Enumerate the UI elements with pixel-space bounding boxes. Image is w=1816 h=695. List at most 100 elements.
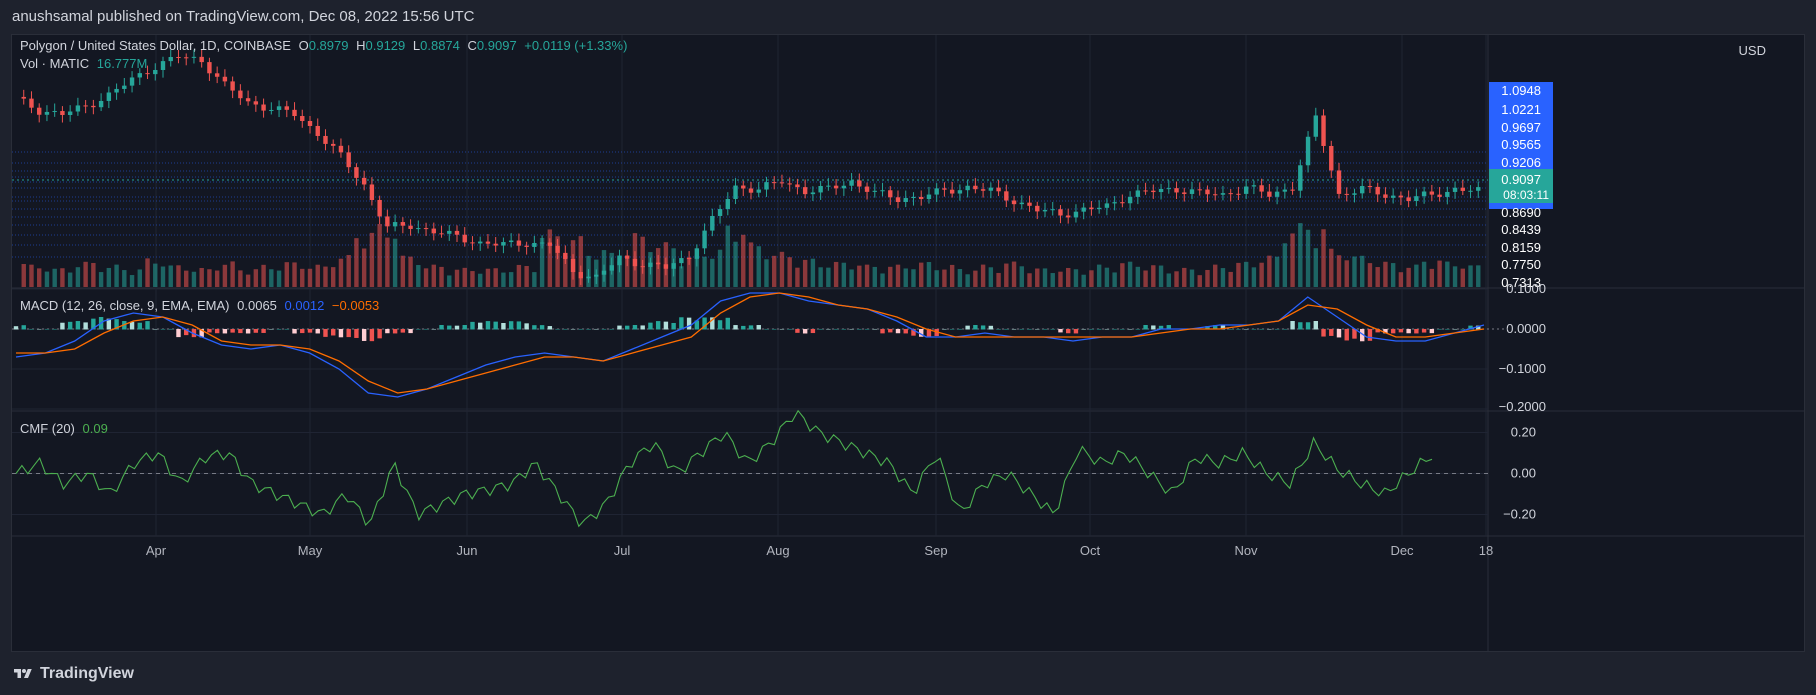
macd-histogram-bar (91, 318, 96, 330)
candle-body (416, 228, 421, 230)
candle-body (1027, 202, 1032, 206)
volume-bar (625, 258, 630, 287)
macd-histogram-bar (1104, 329, 1110, 330)
volume-label[interactable]: Vol · MATIC (20, 56, 90, 71)
volume-bar (1329, 248, 1334, 287)
volume-bar (416, 265, 421, 287)
volume-bar (1290, 233, 1295, 287)
volume-bar (787, 257, 792, 287)
macd-histogram-bar (632, 325, 638, 330)
price-axis-label: 0.7750 (1501, 257, 1541, 272)
chart-canvas[interactable]: Apr May Jun Jul Aug Sep Oct Nov Dec 18 1.0948 1.022… (12, 35, 1804, 651)
volume-bar (1468, 265, 1473, 287)
price-axis-label: 0.9206 (1501, 155, 1541, 170)
volume-bar (802, 259, 808, 287)
candle-body (911, 196, 916, 199)
macd-histogram-bar (385, 329, 390, 334)
currency-label[interactable]: USD (1738, 43, 1766, 58)
candle-body (841, 185, 847, 189)
macd-histogram-bar (447, 325, 452, 330)
volume-bar (1158, 265, 1164, 287)
volume-bar (1042, 268, 1048, 287)
macd-histogram-bar (1344, 329, 1349, 341)
candle-body (1298, 165, 1303, 191)
macd-histogram-bar (516, 321, 522, 330)
candle-body (942, 188, 947, 190)
candle-body (872, 190, 877, 192)
volume-bar (547, 229, 553, 287)
macd-histogram-bar (75, 321, 81, 330)
volume-bar (1259, 262, 1264, 287)
macd-label[interactable]: MACD (12, 26, close, 9, EMA, EMA) (20, 298, 230, 313)
volume-bar (1367, 263, 1373, 287)
volume-bar (29, 264, 34, 287)
macd-histogram-bar (346, 329, 351, 338)
tradingview-footer[interactable]: TradingView (12, 662, 134, 686)
cmf-line (15, 409, 1433, 528)
high-value: 0.9129 (365, 38, 406, 53)
volume-bar (261, 264, 266, 287)
macd-histogram-bar (841, 329, 847, 330)
volume-bar (717, 249, 723, 287)
candle-body (1445, 191, 1450, 197)
volume-bar (849, 269, 854, 287)
macd-histogram-bar (1251, 329, 1257, 330)
candle-body (1205, 189, 1210, 195)
macd-histogram-bar (880, 329, 885, 334)
macd-histogram-bar (1011, 329, 1017, 330)
macd-histogram-bar (1166, 325, 1171, 330)
volume-bar (1213, 264, 1218, 287)
macd-axis-label: 0.1000 (1506, 281, 1546, 296)
macd-histogram-bar (694, 320, 700, 330)
candle-body (431, 228, 436, 234)
macd-histogram-bar (1383, 329, 1388, 334)
macd-histogram-bar (323, 329, 328, 337)
chart-container[interactable]: Apr May Jun Jul Aug Sep Oct Nov Dec 18 1.0948 1.022… (11, 34, 1805, 652)
volume-bar (1205, 269, 1210, 287)
volume-bar (145, 258, 150, 287)
cmf-label[interactable]: CMF (20) (20, 421, 75, 436)
macd-histogram-bar (276, 329, 282, 330)
candle-body (29, 98, 34, 108)
volume-bar (354, 238, 359, 287)
macd-histogram-bar (988, 325, 994, 330)
candle-body (1259, 185, 1264, 192)
candle-body (764, 182, 769, 190)
volume-bar (331, 267, 336, 287)
candle-body (462, 234, 467, 243)
volume-bar (833, 261, 839, 287)
candle-body (338, 145, 344, 153)
time-tick-label: Aug (766, 543, 789, 558)
volume-bar (199, 267, 204, 287)
candle-body (1429, 191, 1435, 195)
macd-histogram-bar (400, 329, 406, 333)
candle-body (1460, 187, 1465, 191)
macd-histogram-bar (888, 329, 893, 333)
volume-bar (361, 248, 367, 287)
volume-bar (686, 257, 692, 287)
macd-histogram-bar (245, 329, 251, 334)
macd-histogram-bar (222, 329, 228, 334)
candle-body (1058, 209, 1063, 216)
macd-histogram-bar (253, 329, 259, 333)
cmf-axis-label: 0.00 (1511, 466, 1536, 481)
macd-histogram-bar (949, 329, 955, 330)
macd-histogram-bar (539, 325, 545, 330)
volume-bar (269, 269, 274, 287)
candle-body (1406, 197, 1411, 202)
macd-histogram-bar (725, 317, 730, 330)
volume-bar (21, 264, 26, 287)
volume-bar (1390, 263, 1396, 287)
candle-body (253, 101, 259, 105)
volume-bar (594, 259, 599, 287)
macd-histogram-bar (1421, 329, 1427, 333)
volume-bar (1344, 260, 1349, 287)
volume-bar (230, 261, 235, 287)
candle-body (1127, 196, 1133, 204)
volume-bar (1127, 261, 1133, 287)
macd-histogram-bar (1004, 329, 1009, 330)
symbol-label[interactable]: Polygon / United States Dollar, 1D, COIN… (20, 38, 291, 53)
macd-histogram-bar (1398, 329, 1404, 333)
macd-line (15, 292, 1485, 398)
open-label: O (298, 38, 309, 53)
